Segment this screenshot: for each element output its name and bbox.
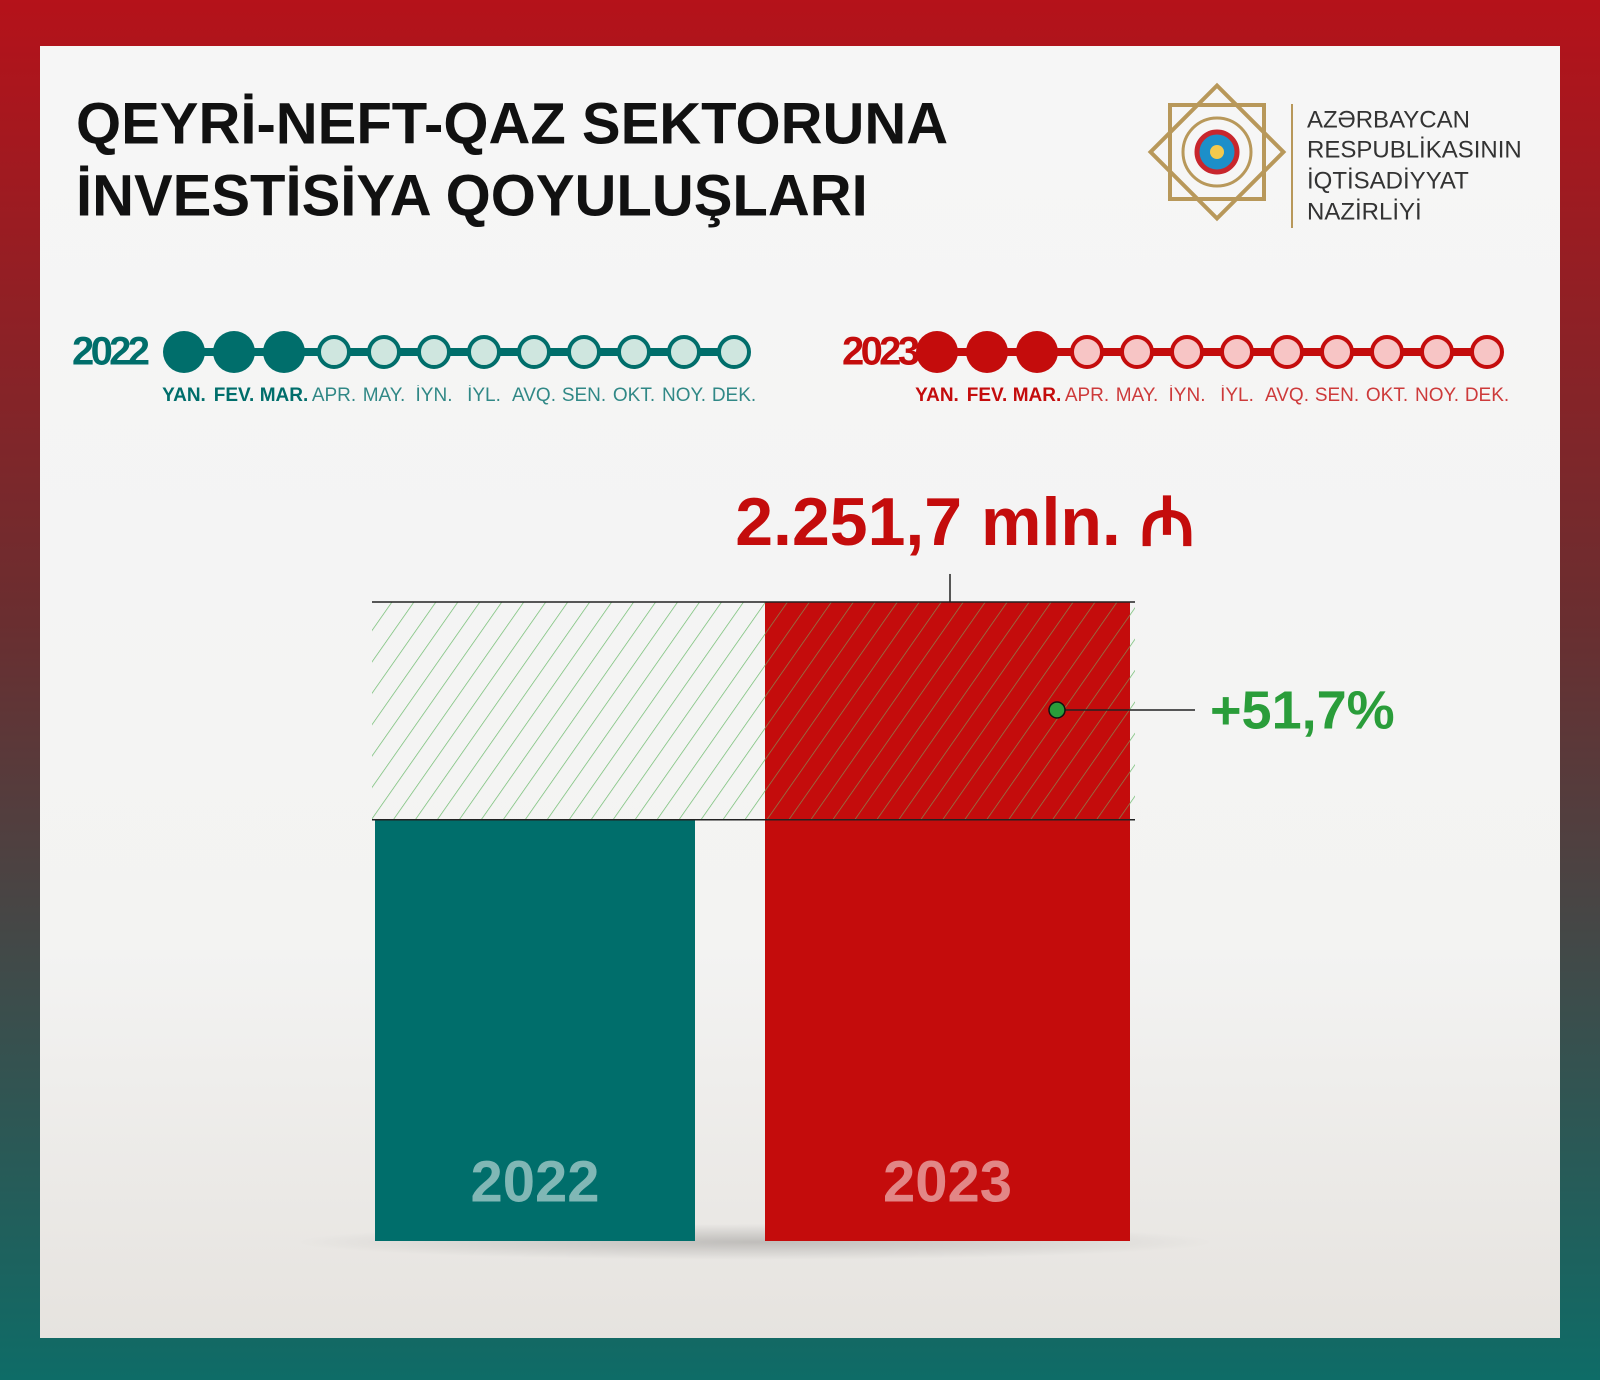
timeline-dot xyxy=(1320,335,1354,369)
timeline-dot xyxy=(1270,335,1304,369)
month-label: MAR. xyxy=(260,385,309,406)
timeline-dot xyxy=(417,335,451,369)
timeline-year: 2022 xyxy=(72,330,150,374)
month-label: FEV. xyxy=(214,385,255,406)
month-label: SEN. xyxy=(562,385,606,406)
month-label: APR. xyxy=(312,385,356,406)
timeline-dot xyxy=(467,335,501,369)
annotation-dot xyxy=(1048,701,1066,719)
month-label: OKT. xyxy=(1366,385,1408,406)
month-label: İYL. xyxy=(467,385,501,406)
month-label: İYN. xyxy=(416,385,453,406)
timeline-dot xyxy=(717,335,751,369)
month-label: İYN. xyxy=(1169,385,1206,406)
timeline-dot xyxy=(1016,331,1058,373)
annotation: +51,7% xyxy=(1210,680,1395,740)
timeline-dot xyxy=(1170,335,1204,369)
logo-text: İQTİSADİYYAT xyxy=(1307,167,1469,194)
month-label: AVQ. xyxy=(512,385,556,406)
timeline-dot xyxy=(163,331,205,373)
month-label: YAN. xyxy=(162,385,206,406)
logo-text: RESPUBLİKASININ xyxy=(1307,136,1522,163)
timeline-dot xyxy=(1370,335,1404,369)
timeline-dot xyxy=(367,335,401,369)
month-label: NOY. xyxy=(1415,385,1459,406)
timeline-dot xyxy=(1120,335,1154,369)
month-label: MAY. xyxy=(363,385,406,406)
timeline-dot xyxy=(1220,335,1254,369)
month-label: SEN. xyxy=(1315,385,1359,406)
month-label: AVQ. xyxy=(1265,385,1309,406)
month-label: MAY. xyxy=(1116,385,1159,406)
timeline-dot xyxy=(317,335,351,369)
month-label: DEK. xyxy=(1465,385,1509,406)
bar-category-label: 2022 xyxy=(470,1149,599,1214)
month-label: DEK. xyxy=(712,385,756,406)
increase-hatch xyxy=(765,601,1130,820)
month-label: NOY. xyxy=(662,385,706,406)
timeline-year: 2023 xyxy=(842,330,920,374)
timeline-dot xyxy=(213,331,255,373)
logo-emblem xyxy=(1147,82,1287,222)
month-label: MAR. xyxy=(1013,385,1062,406)
logo-text: NAZİRLİYİ xyxy=(1307,198,1422,225)
month-label: APR. xyxy=(1065,385,1109,406)
value-label: 2.251,7 mln. ₼ xyxy=(735,484,1195,560)
bar-category-label: 2023 xyxy=(883,1149,1012,1214)
timeline-dot xyxy=(1070,335,1104,369)
timeline-dot xyxy=(916,331,958,373)
month-label: OKT. xyxy=(613,385,655,406)
month-label: İYL. xyxy=(1220,385,1254,406)
logo-text: AZƏRBAYCAN xyxy=(1307,106,1470,133)
title-line: İNVESTİSİYA QOYULUŞLARI xyxy=(76,163,868,228)
timeline-dot xyxy=(966,331,1008,373)
title-line: QEYRİ-NEFT-QAZ SEKTORUNA xyxy=(76,91,948,156)
timeline-dot xyxy=(567,335,601,369)
bar xyxy=(375,819,695,1241)
timeline-dot xyxy=(517,335,551,369)
timeline-dot xyxy=(263,331,305,373)
timeline-dot xyxy=(1420,335,1454,369)
timeline-dot xyxy=(617,335,651,369)
month-label: FEV. xyxy=(967,385,1008,406)
month-label: YAN. xyxy=(915,385,959,406)
timeline-dot xyxy=(667,335,701,369)
timeline-dot xyxy=(1470,335,1504,369)
